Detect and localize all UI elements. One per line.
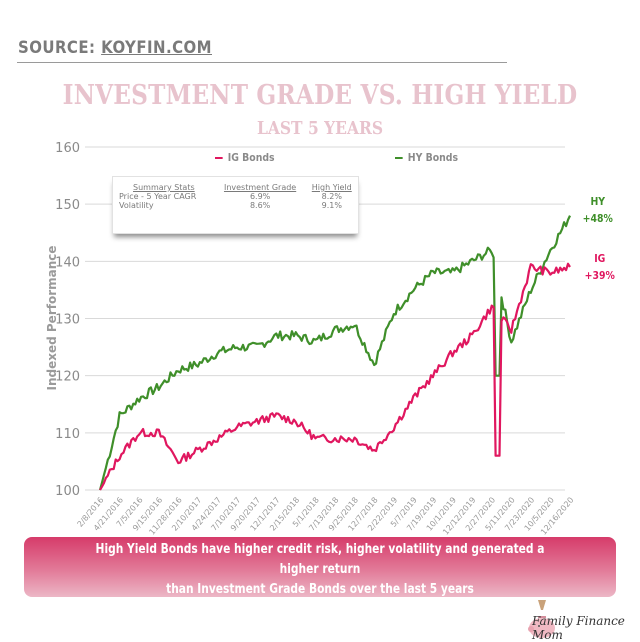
source-label: SOURCE: KOYFIN.COM [18,38,212,58]
takeaway-banner: High Yield Bonds have higher credit risk… [24,537,616,597]
legend-ig-label: IG Bonds [227,151,275,164]
hy-end-name: HY [590,195,606,208]
svg-text:140: 140 [55,255,80,270]
svg-text:110: 110 [55,427,80,442]
x-axis-ticks: 2/8/20164/21/20167/5/20169/15/201611/28/… [76,496,576,537]
banner-line-1: High Yield Bonds have higher credit risk… [95,542,545,577]
y-axis-ticks: 100 110 120 130 140 150 160 [55,141,80,499]
source-link[interactable]: KOYFIN.COM [101,38,212,58]
stats-header: High Yield [311,183,352,192]
svg-text:130: 130 [55,313,80,328]
ig-swatch [215,156,223,159]
stats-cell: Price - 5 Year CAGR [119,192,197,201]
ig-end-value: +39% [584,269,615,282]
stats-cell: 8.2% [321,192,342,201]
source-prefix: SOURCE: [18,38,96,58]
hy-end-label: HY +48% [583,193,613,227]
legend-ig: IG Bonds [215,151,275,164]
stats-row: Price - 5 Year CAGR 6.9% 8.2% [113,192,358,201]
legend-hy-label: HY Bonds [407,151,459,164]
summary-stats-box: Summary Stats Investment Grade High Yiel… [112,176,359,234]
stats-cell: Volatility [119,201,154,210]
piggy-bank-icon [528,600,555,638]
ig-bonds-line [99,262,571,491]
y-axis-label: Indexed Performance [45,245,59,390]
ig-end-name: IG [594,252,606,265]
hy-end-value: +48% [582,212,613,225]
ig-end-label: IG +39% [585,250,615,284]
svg-text:120: 120 [55,370,80,385]
chart-title: INVESTMENT GRADE VS. HIGH YIELD [62,80,578,111]
stats-cell: 8.6% [249,201,271,210]
summary-stats-table: Summary Stats Investment Grade High Yiel… [113,183,358,210]
chart-subtitle: LAST 5 YEARS [256,118,384,139]
svg-text:150: 150 [55,198,80,213]
stats-header: Summary Stats [133,183,195,192]
banner-line-2: than Investment Grade Bonds over the las… [166,582,474,597]
hy-bonds-line [98,215,571,491]
header-divider [17,62,507,63]
svg-text:160: 160 [55,141,80,156]
stats-row: Volatility 8.6% 9.1% [113,201,358,210]
stats-cell: 9.1% [321,201,342,210]
legend-hy: HY Bonds [395,151,458,164]
hy-swatch [395,156,403,159]
svg-text:100: 100 [55,484,80,499]
logo-text: Family Finance Mom [532,614,625,642]
stats-header: Investment Grade [223,183,297,192]
stats-cell: 6.9% [249,192,271,201]
